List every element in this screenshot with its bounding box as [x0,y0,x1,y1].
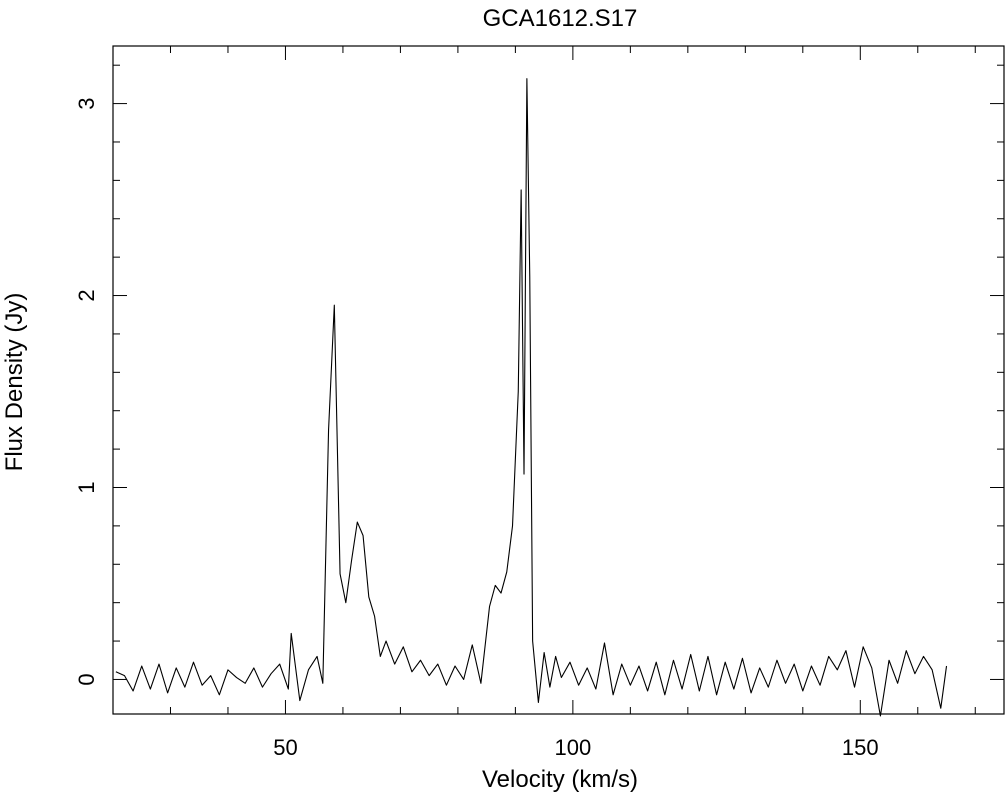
y-tick-label: 1 [74,481,99,493]
x-tick-label: 50 [273,735,297,760]
y-tick-label: 3 [74,97,99,109]
y-tick-label: 2 [74,289,99,301]
x-tick-label: 100 [555,735,592,760]
x-axis-label: Velocity (km/s) [482,766,638,793]
y-axis-label: Flux Density (Jy) [1,293,28,472]
x-tick-label: 150 [842,735,879,760]
y-tick-labels: 0 1 2 3 [74,97,99,685]
x-tick-labels: 50 100 150 [273,735,878,760]
spectrum-line [115,78,948,717]
chart-title: GCA1612.S17 [483,5,638,32]
axis-ticks [112,46,1004,714]
plot-frame [112,45,1005,715]
y-tick-label: 0 [74,673,99,685]
